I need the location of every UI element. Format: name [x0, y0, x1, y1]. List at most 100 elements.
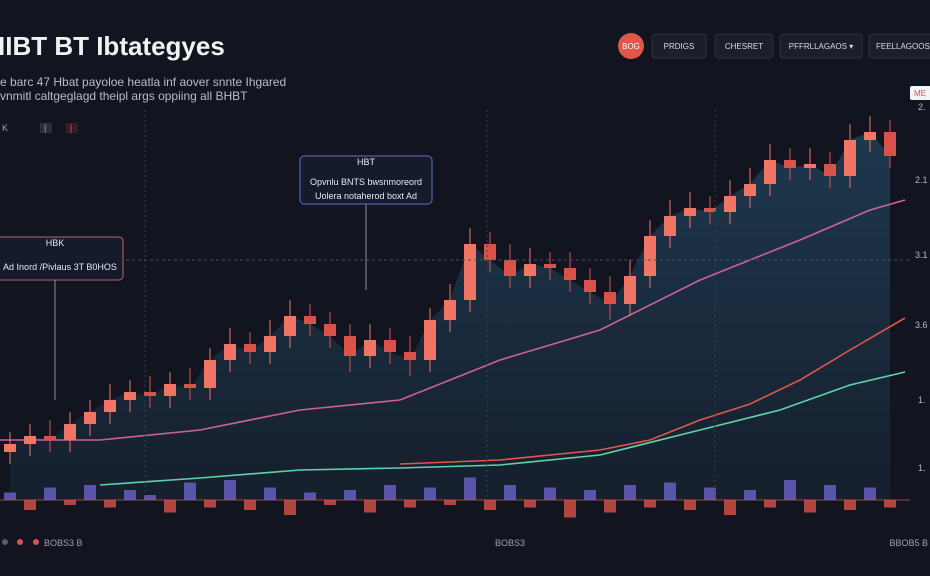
volume-bar	[544, 487, 556, 500]
tool-icon[interactable]: |	[44, 123, 46, 133]
footer-dot	[33, 539, 39, 545]
indicator-line	[99, 371, 906, 486]
button-label: CHESRET	[725, 42, 763, 51]
candle-body	[304, 316, 316, 324]
button-label: FEELLAGOOS ▾	[876, 42, 930, 51]
subtitle: e barc 47 Hbat payoloe heatla inf aover …	[0, 75, 286, 89]
axis-label: 3.1	[915, 250, 928, 260]
candle-body	[564, 268, 576, 280]
candle-body	[664, 216, 676, 236]
volume-bar	[84, 485, 96, 500]
candle-body	[284, 316, 296, 336]
plot	[0, 116, 910, 518]
tool-icon[interactable]: K	[2, 123, 8, 133]
candle-body	[504, 260, 516, 276]
axis-label: 2.	[918, 102, 926, 112]
candle-body	[244, 344, 256, 352]
candle-body	[184, 384, 196, 388]
volume-bar	[684, 500, 696, 510]
volume-bar	[364, 500, 376, 513]
volume-bar	[564, 500, 576, 518]
volume-bar	[744, 490, 756, 500]
volume-bar	[844, 500, 856, 510]
volume-bar	[324, 500, 336, 505]
toolbar-button[interactable]	[714, 33, 774, 59]
candle-body	[744, 184, 756, 196]
annotation-title: HBK	[46, 238, 65, 248]
candle-body	[544, 264, 556, 268]
tool-icon[interactable]: |	[70, 123, 72, 133]
volume-bar	[824, 485, 836, 500]
candle-body	[404, 352, 416, 360]
volume-bar	[664, 482, 676, 500]
footer-label: BOBS3	[495, 538, 525, 548]
volume-bar	[484, 500, 496, 510]
candle-body	[224, 344, 236, 360]
volume-bar	[384, 485, 396, 500]
subtitle: vnmitl caltgeglagd theipl args oppiing a…	[0, 89, 248, 103]
price-badge-label: ME	[914, 89, 926, 98]
candle-body	[384, 340, 396, 352]
volume-bar	[884, 500, 896, 508]
button-label: PRDIGS	[664, 42, 695, 51]
volume-bar	[304, 492, 316, 500]
candle-body	[864, 132, 876, 140]
candle-body	[24, 436, 36, 444]
volume-bar	[644, 500, 656, 508]
candle-body	[364, 340, 376, 356]
axis-label: 1.	[918, 463, 926, 473]
volume-bar	[264, 487, 276, 500]
candle-body	[344, 336, 356, 356]
candle-body	[4, 444, 16, 452]
axis-label: 3.6	[915, 320, 928, 330]
footer-dot	[17, 539, 23, 545]
annotation-box	[0, 236, 124, 281]
tool-icon-bg	[66, 123, 78, 133]
candle-body	[464, 244, 476, 300]
candle-body	[764, 160, 776, 184]
volume-bar	[724, 500, 736, 515]
candle-body	[64, 424, 76, 440]
badge-label: BOG	[622, 42, 640, 51]
candle-body	[324, 324, 336, 336]
footer-label: BOBS3 B	[44, 538, 83, 548]
candle-body	[704, 208, 716, 212]
candle-body	[144, 392, 156, 396]
button-label: PFFRLLAGAOS ▾	[789, 42, 853, 51]
annotation-title: HBT	[357, 157, 376, 167]
volume-bar	[584, 490, 596, 500]
axis-label: 1.	[918, 395, 926, 405]
footer-label: BBOB5 B	[889, 538, 928, 548]
volume-bar	[704, 487, 716, 500]
volume-bar	[404, 500, 416, 508]
volume-bar	[524, 500, 536, 508]
toolbar-button[interactable]	[779, 33, 863, 59]
toolbar-button[interactable]	[651, 33, 707, 59]
title: IIBT BT Ibtategyes	[0, 31, 225, 61]
volume-bar	[64, 500, 76, 505]
volume-bar	[104, 500, 116, 508]
volume-bar	[864, 487, 876, 500]
candle-body	[524, 264, 536, 276]
annotation-text: Ad Inord /Pivlaus 3T B0HOS	[3, 262, 117, 272]
candle-body	[624, 276, 636, 304]
candle-body	[124, 392, 136, 400]
annotation-text: Opvnlu BNTS bwsnmoreord	[310, 177, 422, 187]
volume-bar	[284, 500, 296, 515]
annotation-text: Uolera notaherod boxt Ad	[315, 191, 417, 201]
volume-bar	[784, 480, 796, 500]
candle-body	[84, 412, 96, 424]
indicator-line	[0, 199, 906, 441]
volume-bar	[224, 480, 236, 500]
candle-body	[164, 384, 176, 396]
toolbar-badge[interactable]	[618, 33, 644, 59]
volume-bar	[464, 477, 476, 500]
candle-body	[804, 164, 816, 168]
volume-bar	[244, 500, 256, 510]
candle-body	[844, 140, 856, 176]
toolbar-button[interactable]	[868, 33, 930, 59]
candle-body	[104, 400, 116, 412]
volume-bar	[444, 500, 456, 505]
candle-body	[784, 160, 796, 168]
volume-bar	[764, 500, 776, 508]
